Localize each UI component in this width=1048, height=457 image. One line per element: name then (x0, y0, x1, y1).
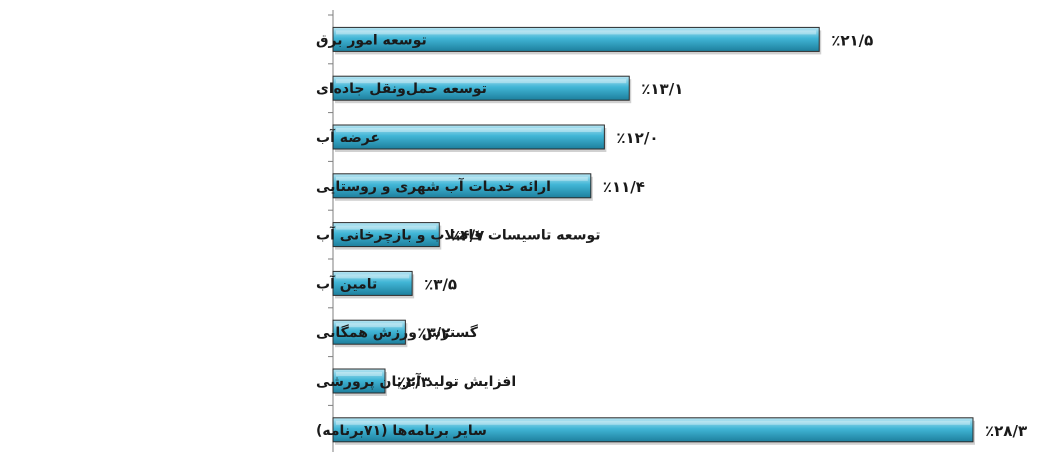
bar (332, 319, 406, 345)
data-label: ٪۲/۳ (397, 373, 430, 391)
bar-highlight (336, 420, 970, 425)
category-label: توسعه تاسیسات فاضلاب و بازچرخانی آب (316, 226, 601, 244)
category-label: تامین آب (316, 274, 377, 292)
bar (332, 222, 440, 248)
bar-highlight (336, 372, 383, 376)
bar-highlight (336, 30, 817, 35)
category-label: توسعه امور برق (316, 32, 427, 48)
bar (332, 26, 820, 52)
bar-highlight (336, 176, 588, 181)
bar (332, 173, 592, 199)
bar (332, 75, 630, 101)
data-label: ٪۳/۲ (417, 324, 450, 342)
category-label: افزایش تولید آبزیان پرورشی (316, 372, 516, 390)
data-label: ٪۱۳/۱ (641, 80, 683, 98)
bar-highlight (336, 225, 437, 230)
bar-highlight (336, 79, 627, 84)
bar-highlight (336, 323, 403, 328)
data-label: ٪۲۱/۵ (831, 31, 873, 49)
bar (332, 417, 974, 443)
bar-highlight (336, 128, 602, 132)
data-label: ٪۱۱/۴ (603, 178, 645, 196)
data-label: ٪۱۲/۰ (616, 129, 658, 147)
bar (332, 368, 386, 394)
bar (332, 270, 413, 296)
bar (332, 124, 605, 150)
category-label: عرضه آب (316, 128, 380, 146)
category-label: ارائه خدمات آب شهری و روستایی (316, 177, 551, 195)
data-label: ٪۴/۷ (451, 227, 484, 245)
category-label: توسعه حمل‌ونقل جاده‌ای (316, 81, 487, 97)
data-label: ٪۳/۵ (424, 275, 457, 293)
data-label: ٪۲۸/۳ (985, 422, 1027, 440)
bar-highlight (336, 274, 410, 279)
bars-group: توسعه امور برق ٪۲۱/۵ توسعه حمل‌ونقل جاده‌ا… (316, 14, 1027, 445)
category-label: سایر برنامه‌ها (۷۱برنامه) (316, 423, 487, 439)
category-label: گسترش ورزش همگانی (316, 324, 479, 341)
